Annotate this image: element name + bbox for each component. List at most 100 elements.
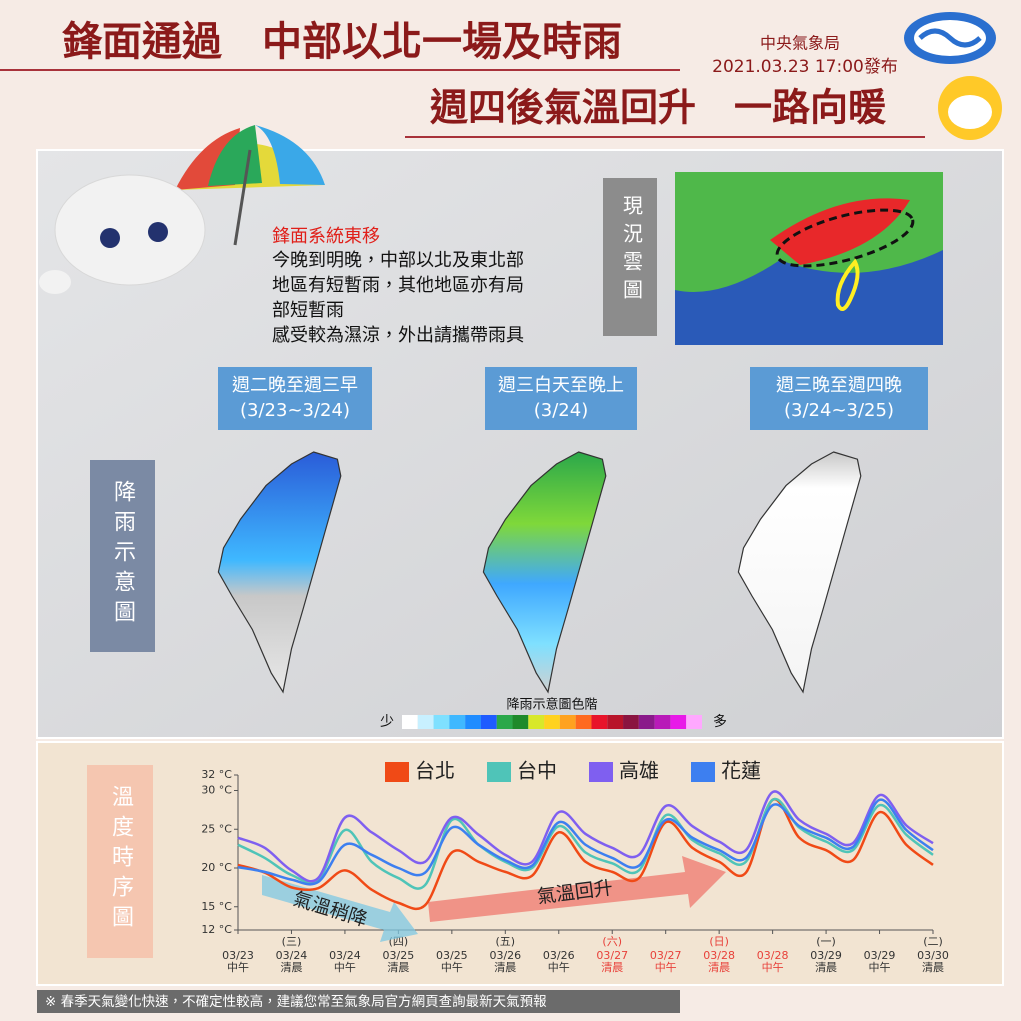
temperature-line [237,790,934,883]
x-period-label: 中午 [548,961,570,974]
rain-panel-title: 週二晚至週三早 [232,375,358,396]
scale-swatch [638,715,655,729]
legend-label: 花蓮 [721,759,761,783]
x-tick-label: 03/27 [596,949,628,962]
temperature-line [237,798,934,886]
rain-label-box [90,460,155,652]
mascot-eye [148,222,168,242]
x-tick-label: 03/28 [703,949,735,962]
x-tick-label: 03/24 [276,949,308,962]
x-tick-label: 03/25 [383,949,415,962]
x-tick-label: 03/25 [436,949,468,962]
umbrella-blue [255,125,325,185]
sub-title: 週四後氣溫回升 一路向暖 [430,86,887,130]
front-outline [775,208,915,268]
y-tick-label: 15 °C [201,900,232,913]
rain-label: 降雨示意圖 [110,480,136,630]
rain-panel-title: 週三晚至週四晚 [776,375,902,396]
scale-swatch [528,715,545,729]
scale-swatch [433,715,450,729]
x-tick-label: 03/29 [864,949,896,962]
summary-line: 地區有短暫雨，其他地區亦有局 [272,275,524,296]
scale-swatch [559,715,576,729]
rain-panel-dates: (3/23~3/24) [240,400,350,421]
scale-high: 多 [713,714,727,730]
summary-heading: 鋒面系統東移 [272,226,380,247]
x-period-label: 中午 [334,961,356,974]
scale-swatch [670,715,687,729]
issued-time: 2021.03.23 17:00發布 [712,57,898,77]
x-tick-label: 03/27 [650,949,682,962]
satellite-label-box [603,178,657,336]
y-tick-label: 12 °C [201,923,232,936]
x-period-label: 中午 [227,961,249,974]
x-period-label: 清晨 [601,961,623,974]
x-tick-label: 03/26 [543,949,575,962]
rain-panel-title-box [218,367,372,430]
temperature-label-box [87,765,153,958]
legend-swatch [487,762,511,782]
y-tick-label: 25 °C [201,822,232,835]
weekday-label: (三) [282,935,302,948]
sun-mascot-face [948,95,992,129]
temperature-line [237,798,934,911]
scale-swatch [686,715,702,729]
x-tick-label: 03/24 [329,949,361,962]
x-period-label: 清晨 [494,961,516,974]
rain-map [737,451,862,694]
x-tick-label: 03/29 [810,949,842,962]
satellite-cloud-core [770,198,910,265]
logo-mark [918,28,982,48]
x-period-label: 中午 [869,961,891,974]
rain-panel-title-box [485,367,637,430]
x-period-label: 清晨 [280,961,302,974]
scale-swatch [607,715,624,729]
y-tick-label: 20 °C [201,861,232,874]
rain-map [482,451,607,694]
legend-label: 台中 [517,759,557,783]
scale-swatch [449,715,466,729]
scale-swatch [417,715,434,729]
rain-panel-title: 週三白天至晚上 [498,375,624,396]
agency: 中央氣象局 [760,34,840,53]
scale-swatch [623,715,639,729]
footer-box [37,990,680,1013]
weekday-label: (六) [602,935,622,948]
x-tick-label: 03/26 [489,949,521,962]
x-tick-label: 03/23 [222,949,254,962]
scale-swatch [544,715,560,729]
footer-note: ※ 春季天氣變化快速，不確定性較高，建議您常至氣象局官方網頁查詢最新天氣預報 [45,993,547,1010]
scale-swatch [402,715,418,729]
summary-line: 部短暫雨 [272,300,344,321]
scale-swatch [654,715,671,729]
legend-label: 台北 [415,759,455,783]
annotation-arrow [262,875,418,942]
scale-swatch [575,715,592,729]
scale-swatch [480,715,497,729]
scale-low: 少 [380,714,394,730]
x-period-label: 清晨 [815,961,837,974]
y-tick-label: 32 °C [201,768,232,781]
legend-swatch [589,762,613,782]
scale-swatch [496,715,513,729]
weekday-label: (二) [923,935,943,948]
summary-line: 感受較為濕涼，外出請攜帶雨具 [272,324,524,346]
umbrella-green [208,125,262,186]
x-period-label: 清晨 [387,961,409,974]
x-period-label: 清晨 [922,961,944,974]
mascot-eye [100,228,120,248]
y-tick-label: 30 °C [201,784,232,797]
x-period-label: 中午 [441,961,463,974]
annotation-arrow [428,856,726,922]
scale-swatch [465,715,481,729]
legend-swatch [691,762,715,782]
weekday-label: (五) [496,935,516,948]
main-title: 鋒面通過 中部以北一場及時雨 [62,19,622,65]
rain-map [217,451,342,694]
x-period-label: 中午 [762,961,784,974]
summary-line: 今晚到明晚，中部以北及東北部 [272,250,524,271]
temperature-line [237,797,934,890]
x-tick-label: 03/28 [757,949,789,962]
